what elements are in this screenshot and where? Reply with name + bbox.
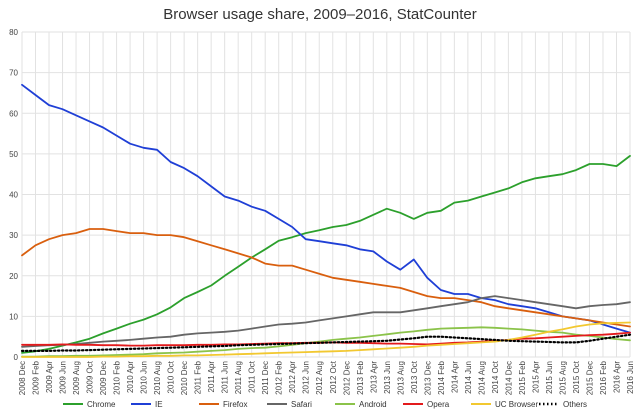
- x-tick-label: 2010 Aug: [153, 361, 162, 395]
- x-tick-label: 2011 Jun: [221, 361, 230, 393]
- legend-item-opera: Opera: [403, 400, 450, 409]
- x-tick-label: 2016 Jun: [626, 361, 635, 394]
- x-tick-label: 2014 Apr: [450, 361, 459, 393]
- x-tick-label: 2015 Feb: [518, 360, 527, 394]
- x-tick-label: 2013 Apr: [369, 361, 378, 393]
- chart-title: Browser usage share, 2009–2016, StatCoun…: [163, 6, 477, 23]
- series-line-firefox: [21, 228, 631, 328]
- x-tick-label: 2010 Oct: [167, 360, 176, 393]
- x-tick-label: 2009 Apr: [45, 361, 54, 393]
- x-tick-label: 2012 Oct: [329, 360, 338, 393]
- x-tick-label: 2008 Dec: [18, 361, 27, 395]
- series-line-others: [20, 333, 632, 352]
- x-tick-label: 2014 Feb: [437, 360, 446, 394]
- legend: Chrome IE Firefox Safari Android Opera UC Brow…: [63, 400, 587, 409]
- y-tick-label: 0: [14, 353, 19, 362]
- x-tick-label: 2013 Aug: [396, 361, 405, 395]
- x-tick-label: 2015 Dec: [585, 361, 594, 395]
- y-tick-label: 10: [9, 312, 18, 321]
- y-tick-label: 20: [9, 272, 18, 281]
- x-tick-label: 2009 Dec: [99, 361, 108, 395]
- x-tick-label: 2009 Oct: [86, 360, 95, 393]
- x-tick-label: 2012 Feb: [275, 360, 284, 394]
- legend-label: UC Browser: [495, 400, 538, 409]
- x-tick-label: 2016 Feb: [599, 360, 608, 394]
- x-tick-label: 2011 Apr: [207, 361, 216, 393]
- legend-item-others: Others: [539, 400, 587, 409]
- x-tick-label: 2011 Dec: [261, 361, 270, 395]
- legend-item-uc-browser: UC Browser: [471, 400, 538, 409]
- x-tick-label: 2013 Feb: [356, 360, 365, 394]
- x-tick-label: 2015 Oct: [572, 360, 581, 393]
- y-tick-label: 30: [9, 231, 18, 240]
- x-tick-label: 2013 Dec: [423, 361, 432, 395]
- legend-item-firefox: Firefox: [199, 400, 247, 409]
- x-tick-label: 2009 Feb: [32, 360, 41, 394]
- x-tick-label: 2011 Oct: [248, 360, 257, 393]
- x-tick-label: 2014 Aug: [477, 361, 486, 395]
- x-tick-label: 2010 Dec: [180, 361, 189, 395]
- x-tick-label: 2014 Jun: [464, 361, 473, 394]
- legend-label: Others: [563, 400, 587, 409]
- x-tick-label: 2011 Feb: [194, 360, 203, 394]
- y-tick-label: 70: [9, 69, 18, 78]
- legend-item-chrome: Chrome: [63, 400, 116, 409]
- grid: [21, 31, 631, 358]
- x-tick-label: 2012 Dec: [342, 361, 351, 395]
- x-axis-ticks: 2008 Dec 2009 Feb 2009 Apr 2009 Jun 2009 Aug…: [18, 360, 635, 395]
- y-tick-label: 40: [9, 191, 18, 200]
- series-line-safari: [21, 295, 631, 348]
- x-tick-label: 2015 Jun: [545, 361, 554, 394]
- x-tick-label: 2012 Aug: [315, 361, 324, 395]
- x-tick-label: 2013 Jun: [383, 361, 392, 394]
- legend-label: IE: [155, 400, 163, 409]
- legend-label: Safari: [291, 400, 312, 409]
- y-axis-ticks: 0 10 20 30 40 50 60 70 80: [9, 28, 18, 362]
- x-tick-label: 2014 Oct: [491, 360, 500, 393]
- legend-label: Firefox: [223, 400, 247, 409]
- y-tick-label: 60: [9, 109, 18, 118]
- legend-item-ie: IE: [131, 400, 163, 409]
- y-tick-label: 50: [9, 150, 18, 159]
- x-tick-label: 2011 Aug: [234, 361, 243, 394]
- x-tick-label: 2010 Jun: [140, 361, 149, 394]
- series-lines: [20, 83, 632, 358]
- series-line-android: [21, 326, 631, 358]
- x-tick-label: 2015 Apr: [531, 361, 540, 393]
- x-tick-label: 2012 Jun: [302, 361, 311, 394]
- legend-item-android: Android: [335, 400, 387, 409]
- series-line-ie: [21, 83, 631, 334]
- y-tick-label: 80: [9, 28, 18, 37]
- x-tick-label: 2014 Dec: [504, 361, 513, 395]
- x-tick-label: 2009 Aug: [72, 361, 81, 395]
- x-tick-label: 2012 Apr: [288, 361, 297, 393]
- legend-label: Android: [359, 400, 387, 409]
- x-tick-label: 2010 Apr: [126, 361, 135, 393]
- x-tick-label: 2016 Apr: [612, 361, 621, 393]
- series-line-uc-browser: [21, 321, 631, 358]
- x-tick-label: 2010 Feb: [113, 360, 122, 394]
- x-tick-label: 2013 Oct: [410, 360, 419, 393]
- x-tick-label: 2009 Jun: [59, 361, 68, 394]
- legend-label: Chrome: [87, 400, 116, 409]
- x-tick-label: 2015 Aug: [558, 361, 567, 395]
- legend-item-safari: Safari: [267, 400, 312, 409]
- legend-label: Opera: [427, 400, 450, 409]
- series-line-chrome: [21, 154, 631, 354]
